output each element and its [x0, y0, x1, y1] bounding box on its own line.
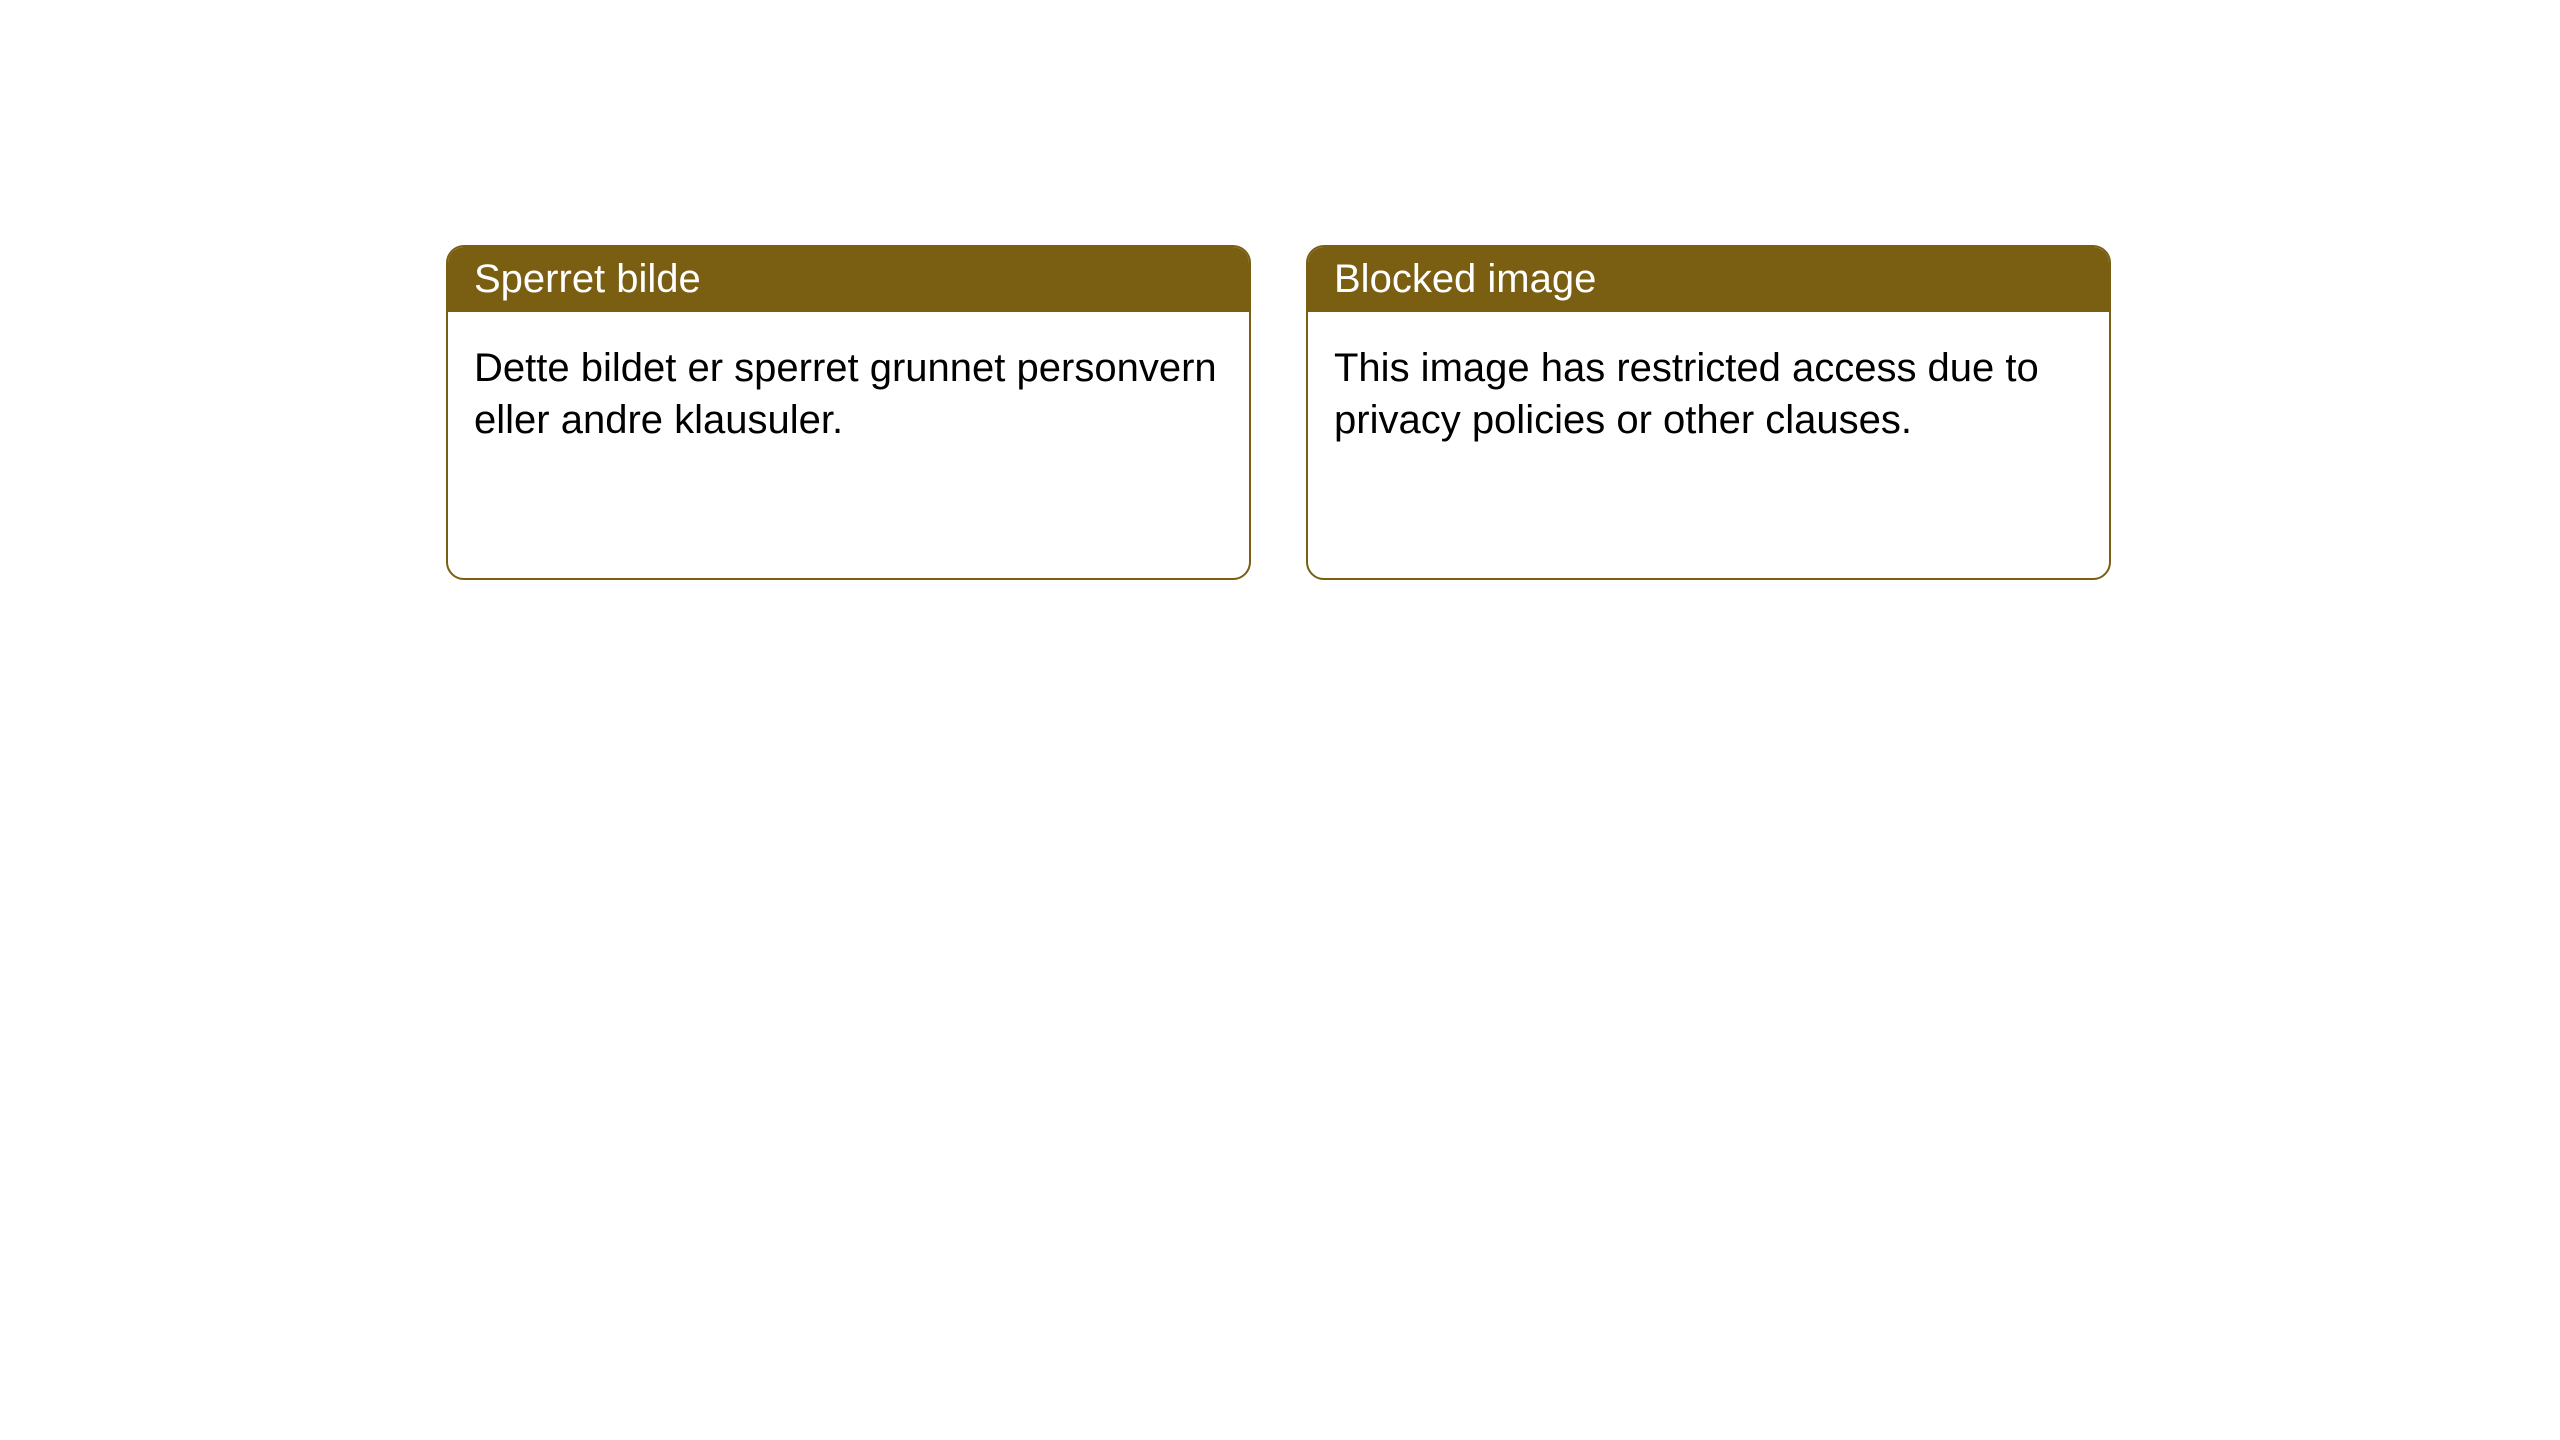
notice-body: Dette bildet er sperret grunnet personve…: [448, 312, 1249, 476]
notice-card-norwegian: Sperret bilde Dette bildet er sperret gr…: [446, 245, 1251, 580]
notice-container: Sperret bilde Dette bildet er sperret gr…: [0, 0, 2560, 580]
notice-body: This image has restricted access due to …: [1308, 312, 2109, 476]
notice-title: Sperret bilde: [448, 247, 1249, 312]
notice-title: Blocked image: [1308, 247, 2109, 312]
notice-card-english: Blocked image This image has restricted …: [1306, 245, 2111, 580]
